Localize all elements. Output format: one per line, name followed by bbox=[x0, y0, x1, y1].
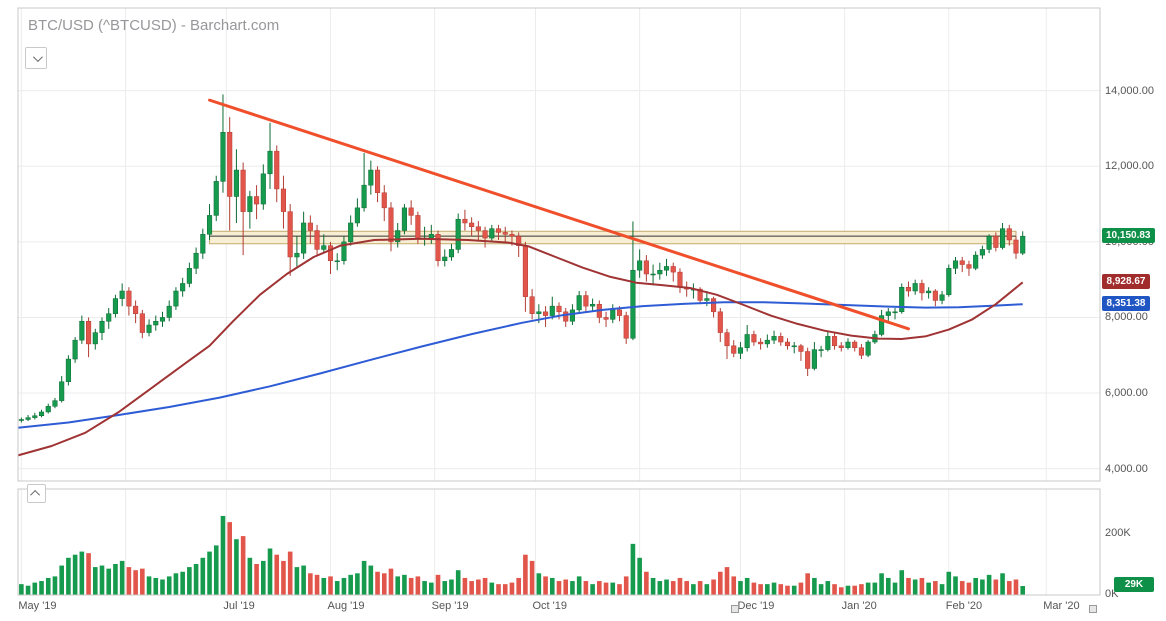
x-axis-label: May '19 bbox=[18, 600, 57, 612]
x-axis-label: Jul '19 bbox=[223, 600, 255, 612]
y-axis-label: 14,000.00 bbox=[1105, 84, 1154, 97]
y-axis-label: 8,000.00 bbox=[1105, 311, 1148, 324]
y-axis-label: 6,000.00 bbox=[1105, 387, 1148, 400]
chevron-down-icon bbox=[32, 51, 43, 62]
x-axis-label: Aug '19 bbox=[327, 600, 365, 612]
ma-fast-badge: 8,928.67 bbox=[1102, 274, 1150, 290]
pane-grip-icon[interactable] bbox=[1089, 605, 1097, 613]
candlestick-series bbox=[18, 94, 1026, 423]
chevron-up-icon bbox=[30, 489, 41, 500]
volume-series bbox=[19, 515, 1026, 595]
ma-fast-line bbox=[17, 237, 1024, 457]
x-axis-label: Sep '19 bbox=[431, 600, 469, 612]
volume-badge: 29K bbox=[1114, 577, 1154, 592]
downtrend-line[interactable] bbox=[208, 98, 910, 331]
gridlines bbox=[18, 8, 1100, 595]
x-axis-label: Feb '20 bbox=[945, 600, 983, 612]
price-pane-border bbox=[17, 7, 1101, 482]
y-axis-label: 4,000.00 bbox=[1105, 462, 1148, 475]
chart-title: BTC/USD (^BTCUSD) - Barchart.com bbox=[28, 17, 280, 34]
axis-flag-icon[interactable] bbox=[731, 605, 739, 613]
x-axis-label: Jan '20 bbox=[841, 600, 877, 612]
x-axis-label: Mar '20 bbox=[1043, 600, 1080, 612]
price-pane-collapse-button[interactable] bbox=[25, 47, 47, 69]
last-price-badge: 10,150.83 bbox=[1102, 228, 1155, 244]
ma-slow-line bbox=[17, 301, 1023, 429]
x-axis-label: Dec '19 bbox=[737, 600, 775, 612]
volume-pane-border bbox=[17, 488, 1101, 596]
y-axis-label: 12,000.00 bbox=[1105, 160, 1154, 173]
volume-pane-collapse-button[interactable] bbox=[27, 484, 46, 503]
volume-axis-label: 200K bbox=[1105, 527, 1131, 539]
ma-slow-badge: 8,351.38 bbox=[1102, 296, 1150, 312]
x-axis-label: Oct '19 bbox=[532, 600, 567, 612]
